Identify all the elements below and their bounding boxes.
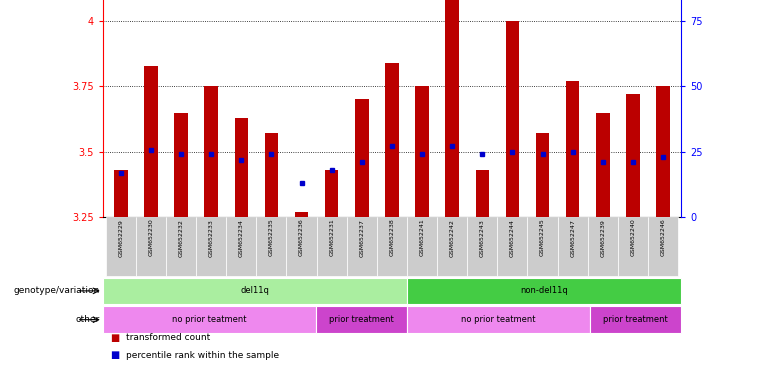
Text: GSM652241: GSM652241 — [419, 219, 425, 257]
Text: percentile rank within the sample: percentile rank within the sample — [126, 351, 279, 360]
Bar — [317, 217, 347, 276]
Text: GSM652246: GSM652246 — [661, 219, 666, 257]
Bar — [316, 306, 407, 333]
Bar — [566, 81, 579, 217]
Text: GSM652237: GSM652237 — [359, 219, 365, 257]
Bar — [590, 306, 681, 333]
Bar — [265, 133, 279, 217]
Text: GSM652247: GSM652247 — [570, 219, 575, 257]
Bar — [325, 170, 339, 217]
Bar — [416, 86, 428, 217]
Text: del11q: del11q — [240, 286, 269, 295]
Text: GSM652244: GSM652244 — [510, 219, 515, 257]
Text: GSM652236: GSM652236 — [299, 219, 304, 257]
Bar — [174, 113, 188, 217]
Bar — [226, 217, 256, 276]
Text: GSM652230: GSM652230 — [148, 219, 154, 257]
Bar — [407, 278, 681, 304]
Bar — [136, 217, 166, 276]
Bar — [106, 217, 136, 276]
Text: GSM652235: GSM652235 — [269, 219, 274, 257]
Bar — [295, 212, 308, 217]
Bar — [407, 217, 437, 276]
Bar — [196, 217, 226, 276]
Bar — [377, 217, 407, 276]
Bar — [498, 217, 527, 276]
Bar — [144, 66, 158, 217]
Bar — [286, 217, 317, 276]
Bar — [385, 63, 399, 217]
Bar — [114, 170, 128, 217]
Bar — [618, 217, 648, 276]
Text: genotype/variation: genotype/variation — [14, 286, 100, 295]
Text: other: other — [75, 315, 100, 324]
Bar — [205, 86, 218, 217]
Text: GSM652233: GSM652233 — [209, 219, 214, 257]
Bar — [596, 113, 610, 217]
Bar — [558, 217, 587, 276]
Bar — [256, 217, 286, 276]
Text: GSM652232: GSM652232 — [179, 219, 183, 257]
Bar — [648, 217, 678, 276]
Text: no prior teatment: no prior teatment — [461, 315, 536, 324]
Text: GSM652245: GSM652245 — [540, 219, 545, 257]
Bar — [476, 170, 489, 217]
Bar — [437, 217, 467, 276]
Bar — [103, 306, 316, 333]
Text: GSM652240: GSM652240 — [630, 219, 635, 257]
Text: no prior teatment: no prior teatment — [172, 315, 247, 324]
Bar — [467, 217, 498, 276]
Bar — [626, 94, 640, 217]
Text: non-del11q: non-del11q — [521, 286, 568, 295]
Text: GSM652242: GSM652242 — [450, 219, 454, 257]
Bar — [103, 278, 407, 304]
Text: prior treatment: prior treatment — [329, 315, 394, 324]
Bar — [166, 217, 196, 276]
Text: ■: ■ — [110, 350, 119, 360]
Text: GSM652239: GSM652239 — [600, 219, 605, 257]
Text: prior treatment: prior treatment — [603, 315, 668, 324]
Text: GSM652238: GSM652238 — [390, 219, 394, 257]
Text: GSM652231: GSM652231 — [330, 219, 334, 257]
Text: ■: ■ — [110, 333, 119, 343]
Bar — [587, 217, 618, 276]
Bar — [355, 99, 368, 217]
Text: GSM652243: GSM652243 — [479, 219, 485, 257]
Bar — [234, 118, 248, 217]
Bar — [656, 86, 670, 217]
Bar — [505, 21, 519, 217]
Text: transformed count: transformed count — [126, 333, 210, 343]
Bar — [347, 217, 377, 276]
Bar — [407, 306, 590, 333]
Bar — [445, 0, 459, 217]
Text: GSM652234: GSM652234 — [239, 219, 244, 257]
Bar — [536, 133, 549, 217]
Text: GSM652229: GSM652229 — [118, 219, 123, 257]
Bar — [527, 217, 558, 276]
